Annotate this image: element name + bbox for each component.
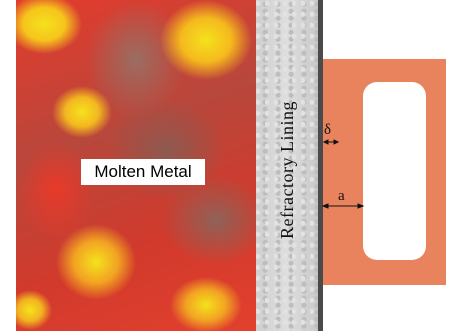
refractory-lining-region [256, 0, 318, 331]
furnace-shell-wall [318, 0, 323, 331]
coil-cooling-channel [363, 82, 426, 260]
molten-metal-label: Molten Metal [81, 159, 205, 185]
delta-arrowhead-left [322, 139, 329, 145]
delta-symbol-label: δ [324, 122, 332, 138]
a-dimension-label: a [338, 188, 345, 204]
delta-arrowhead-right [333, 139, 340, 145]
a-arrowhead-right [357, 203, 365, 209]
a-arrowhead-left [321, 203, 329, 209]
